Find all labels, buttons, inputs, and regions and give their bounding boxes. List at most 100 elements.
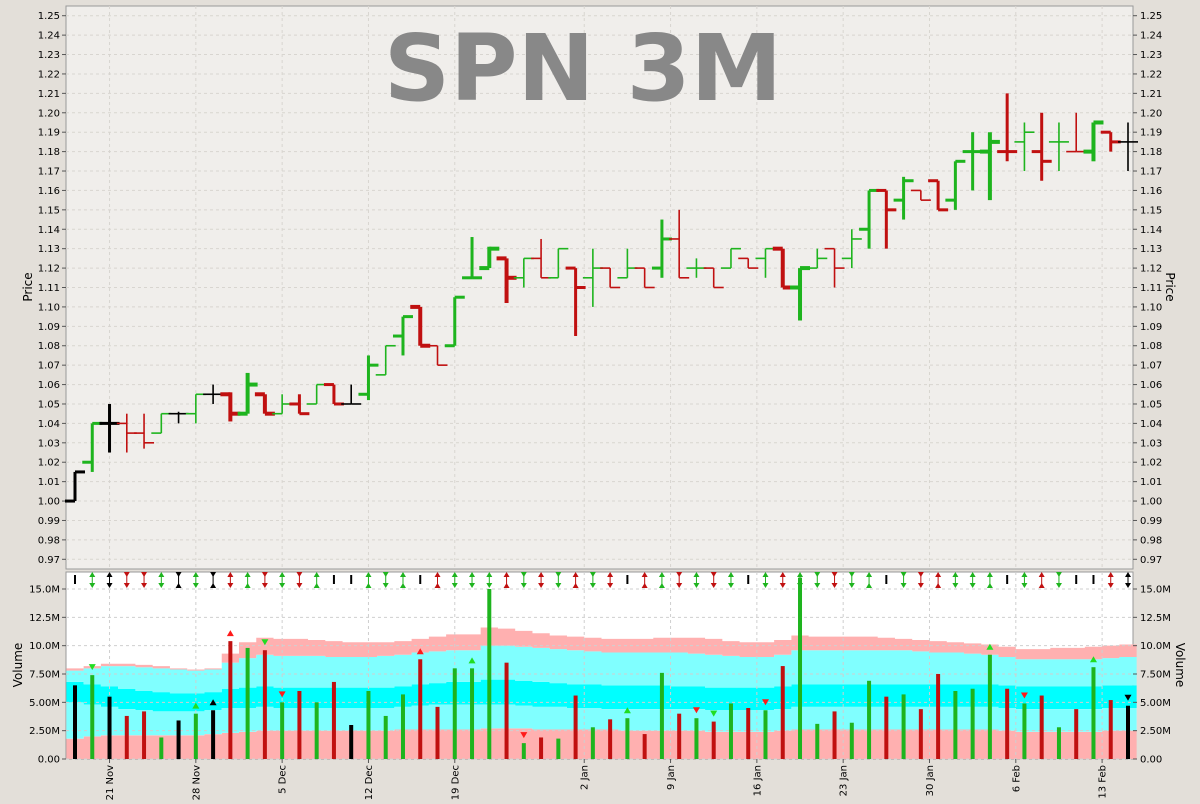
volume-tick-label: 15.0M [29, 585, 60, 596]
volume-marker [261, 639, 269, 646]
ohlc-bar [634, 267, 655, 289]
volume-bar [953, 691, 958, 759]
price-tick-label: 1.18 [1140, 147, 1162, 158]
signal-marker [969, 572, 976, 588]
signal-top [727, 572, 734, 577]
signal-top [469, 572, 476, 577]
volume-tick-label: 0.00 [1140, 755, 1162, 766]
price-tick-label: 1.16 [38, 186, 60, 197]
price-tick-label: 1.01 [1140, 477, 1162, 488]
signal-marker [779, 572, 786, 588]
signal-bottom [486, 583, 493, 588]
price-tick-label: 0.97 [38, 555, 60, 566]
volume-bar [1108, 700, 1113, 759]
signal-top [555, 572, 562, 577]
signal-marker [589, 572, 596, 588]
price-axis-label-left: Price [21, 272, 35, 301]
volume-bar [159, 737, 164, 759]
signal-marker [917, 572, 924, 588]
volume-bar [573, 695, 578, 759]
signal-bottom [1125, 583, 1131, 588]
price-tick-label: 1.16 [1140, 186, 1162, 197]
signal-bottom [607, 583, 614, 588]
signal-marker [89, 572, 96, 588]
volume-bar [435, 706, 440, 759]
signal-top [210, 572, 217, 577]
volume-bar [815, 723, 820, 759]
volume-bar [711, 721, 716, 759]
price-tick-label: 1.24 [1140, 31, 1162, 42]
signal-marker [123, 572, 130, 588]
signal-marker [848, 572, 855, 588]
signal-top [503, 572, 510, 577]
volume-bar [728, 703, 733, 759]
ohlc-bar [738, 257, 759, 269]
volume-bar [297, 691, 302, 759]
volume-tick-label: 5.00M [1140, 698, 1171, 709]
signal-bottom [693, 583, 700, 588]
signal-marker [1021, 572, 1028, 588]
signal-bottom [969, 583, 976, 588]
volume-bar [73, 685, 77, 759]
signal-bottom [469, 583, 476, 588]
signal-bottom [503, 583, 510, 588]
price-tick-label: 0.98 [1140, 535, 1162, 546]
signal-top [192, 572, 199, 577]
signal-bottom [123, 583, 130, 588]
ohlc-bar [600, 267, 621, 289]
signal-top [952, 572, 959, 577]
signal-top [866, 572, 873, 577]
signal-bottom [296, 583, 303, 588]
signal-bottom [917, 583, 924, 588]
signal-top [935, 572, 942, 577]
signal-top [676, 572, 683, 577]
price-tick-label: 1.18 [38, 147, 60, 158]
signal-top [244, 572, 251, 577]
signal-bottom [520, 583, 527, 588]
volume-bar [1005, 688, 1010, 759]
signal-bottom [710, 583, 717, 588]
ohlc-bar [289, 394, 310, 416]
signal-top [434, 572, 441, 577]
signal-bottom [261, 583, 268, 588]
price-tick-label: 1.10 [38, 302, 60, 313]
volume-bar [487, 589, 492, 759]
signal-marker [900, 572, 907, 588]
signal-bottom [279, 583, 286, 588]
signal-top [1021, 572, 1028, 577]
ohlc-bar [1014, 122, 1035, 172]
ohlc-bar [979, 132, 1000, 201]
ohlc-bar [237, 372, 258, 416]
signal-marker [676, 572, 683, 588]
date-tick-label: 19 Dec [450, 765, 461, 800]
ohlc-bar [1031, 112, 1052, 181]
signal-top [779, 572, 786, 577]
ohlc-bar [1118, 122, 1138, 172]
volume-axis-label-left: Volume [11, 643, 25, 688]
signal-marker [710, 572, 717, 588]
price-tick-label: 1.15 [38, 205, 60, 216]
volume-bar [1039, 695, 1044, 759]
price-tick-label: 1.20 [38, 108, 60, 119]
ohlc-bar [444, 295, 465, 348]
volume-marker [1089, 656, 1097, 663]
volume-marker [1124, 694, 1132, 701]
volume-tick-label: 0.00 [38, 755, 60, 766]
volume-marker [710, 710, 718, 717]
price-tick-label: 1.19 [1140, 128, 1162, 139]
signal-top [89, 572, 96, 577]
signal-bottom [572, 583, 579, 588]
signal-top [900, 572, 907, 577]
price-tick-label: 1.13 [1140, 244, 1162, 255]
signal-marker [935, 572, 942, 588]
volume-bar [936, 674, 941, 759]
signal-marker [434, 572, 441, 588]
volume-bar [331, 681, 336, 759]
signal-marker [296, 572, 303, 588]
volume-tick-label: 7.50M [29, 670, 60, 681]
price-tick-label: 1.17 [1140, 167, 1162, 178]
volume-marker [468, 657, 476, 664]
signal-top [1055, 572, 1062, 577]
price-tick-label: 1.05 [38, 399, 60, 410]
